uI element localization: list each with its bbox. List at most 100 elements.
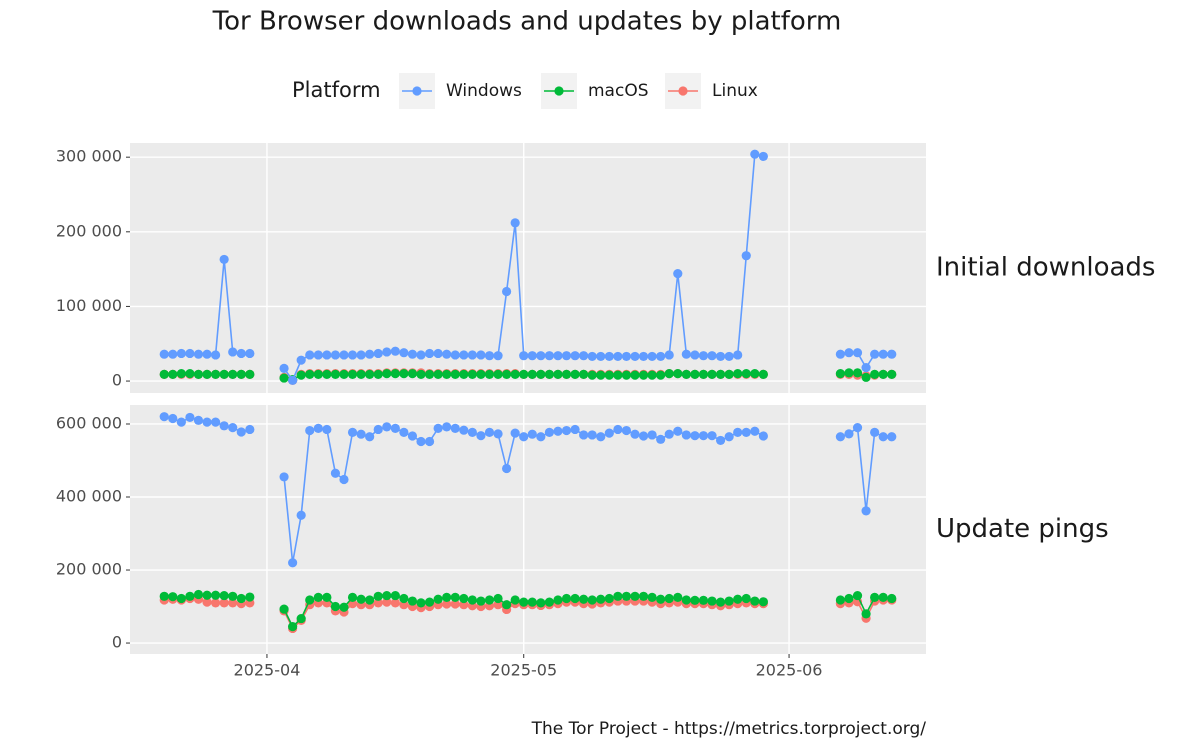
data-point bbox=[647, 592, 657, 603]
data-point bbox=[656, 434, 666, 444]
x-tick-label: 2025-04 bbox=[234, 661, 301, 680]
data-point bbox=[621, 370, 632, 380]
data-point bbox=[176, 417, 186, 427]
data-point bbox=[459, 593, 469, 604]
data-point bbox=[621, 351, 632, 362]
data-point bbox=[647, 351, 657, 362]
data-point bbox=[168, 349, 178, 359]
data-point bbox=[570, 424, 580, 435]
data-point bbox=[750, 596, 760, 606]
data-point bbox=[390, 346, 400, 356]
data-point bbox=[313, 592, 323, 603]
data-point bbox=[844, 368, 854, 378]
data-point bbox=[219, 598, 229, 608]
data-point bbox=[587, 595, 597, 605]
data-point bbox=[861, 363, 871, 373]
data-point bbox=[322, 592, 332, 603]
data-point bbox=[664, 429, 674, 439]
data-point bbox=[459, 369, 469, 379]
data-point bbox=[459, 350, 469, 360]
data-point bbox=[561, 593, 572, 604]
data-point bbox=[279, 373, 289, 383]
data-point bbox=[382, 590, 392, 601]
data-point bbox=[579, 594, 589, 604]
data-point bbox=[758, 431, 768, 441]
data-point bbox=[245, 348, 255, 359]
data-point bbox=[305, 350, 315, 360]
data-point bbox=[442, 349, 452, 359]
data-point bbox=[442, 599, 452, 609]
data-point bbox=[356, 594, 366, 604]
data-point bbox=[733, 594, 743, 604]
data-point bbox=[715, 435, 726, 446]
data-point bbox=[450, 423, 460, 433]
data-point bbox=[544, 597, 554, 607]
data-point bbox=[493, 369, 503, 379]
data-point bbox=[424, 348, 435, 359]
data-point bbox=[296, 510, 306, 520]
data-point bbox=[382, 347, 392, 357]
data-point bbox=[690, 431, 700, 441]
data-point bbox=[390, 598, 400, 608]
data-point bbox=[356, 429, 366, 439]
panel-background bbox=[130, 405, 926, 654]
data-point bbox=[339, 474, 349, 485]
data-point bbox=[365, 369, 375, 379]
data-point bbox=[193, 415, 204, 425]
data-point bbox=[870, 349, 880, 359]
data-point bbox=[484, 595, 495, 605]
data-point bbox=[236, 427, 246, 437]
data-point bbox=[870, 369, 880, 379]
data-point bbox=[185, 368, 195, 379]
data-point bbox=[510, 595, 520, 605]
y-tick-label: 200 000 bbox=[56, 221, 122, 240]
data-point bbox=[330, 350, 341, 360]
data-point bbox=[433, 594, 443, 604]
data-point bbox=[835, 368, 846, 379]
facet-label: Update pings bbox=[936, 514, 1109, 544]
data-point bbox=[741, 368, 751, 379]
data-point bbox=[698, 431, 709, 441]
data-point bbox=[579, 430, 589, 440]
data-point bbox=[365, 349, 375, 359]
data-point bbox=[176, 368, 186, 379]
data-point bbox=[399, 368, 409, 379]
data-point bbox=[527, 369, 537, 379]
data-point bbox=[870, 592, 880, 603]
data-point bbox=[604, 370, 614, 380]
data-point bbox=[733, 427, 743, 437]
data-point bbox=[835, 349, 846, 359]
data-point bbox=[596, 432, 606, 442]
data-point bbox=[322, 424, 332, 435]
data-point bbox=[579, 369, 589, 379]
data-point bbox=[673, 268, 683, 279]
data-point bbox=[339, 369, 349, 379]
data-point bbox=[887, 432, 897, 442]
data-point bbox=[442, 592, 452, 603]
data-point bbox=[424, 597, 435, 607]
data-point bbox=[185, 412, 195, 423]
data-point bbox=[510, 369, 520, 379]
data-point bbox=[724, 596, 734, 606]
data-point bbox=[579, 351, 589, 361]
data-point bbox=[758, 597, 768, 607]
data-point bbox=[733, 350, 743, 360]
data-point bbox=[407, 349, 418, 359]
data-point bbox=[664, 350, 674, 360]
data-point bbox=[373, 591, 383, 601]
chart-title: Tor Browser downloads and updates by pla… bbox=[212, 7, 842, 37]
data-point bbox=[587, 370, 597, 380]
y-tick-label: 300 000 bbox=[56, 147, 122, 166]
data-point bbox=[698, 369, 709, 379]
data-point bbox=[724, 432, 734, 442]
x-tick-label: 2025-05 bbox=[490, 661, 557, 680]
data-point bbox=[228, 591, 238, 601]
data-point bbox=[347, 427, 358, 437]
data-point bbox=[476, 350, 486, 360]
data-point bbox=[450, 350, 460, 360]
data-point bbox=[630, 591, 640, 601]
data-point bbox=[228, 369, 238, 379]
data-point bbox=[407, 431, 418, 441]
data-point bbox=[570, 593, 580, 604]
data-point bbox=[638, 591, 649, 601]
